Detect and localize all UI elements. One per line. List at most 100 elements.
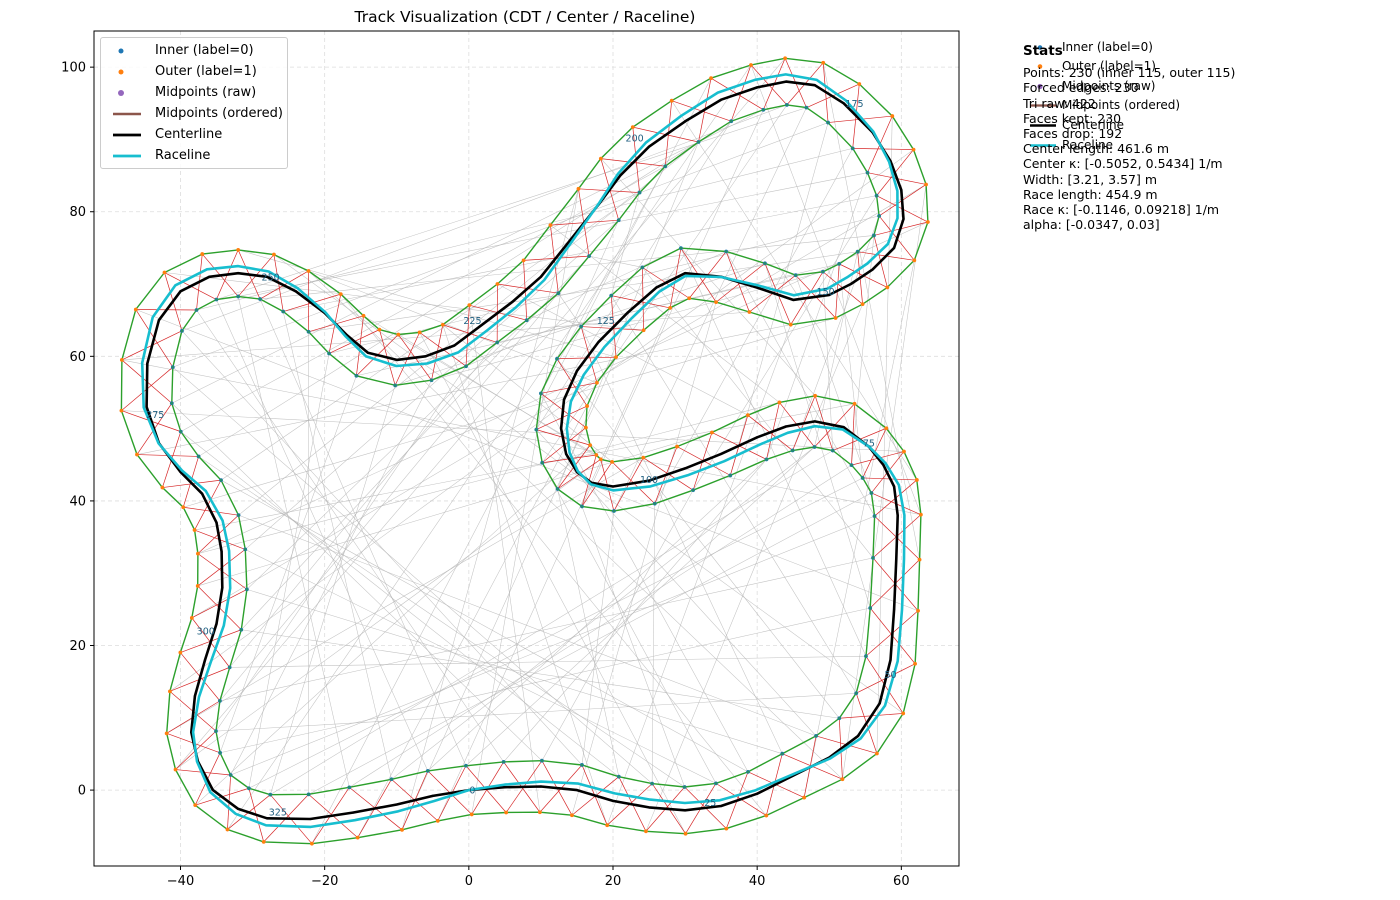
- inner-point-overlay: [258, 297, 262, 301]
- y-tick-label: 100: [61, 61, 86, 76]
- legend-outside-entry-outer: Outer (label=1): [1030, 57, 1250, 76]
- outer-point: [119, 408, 124, 413]
- inner-point-overlay: [464, 364, 468, 368]
- outer-point: [361, 313, 366, 318]
- cdt-edge: [822, 62, 920, 560]
- stat-faces-kept: Faces kept: 230: [1023, 110, 1122, 126]
- inner-point-overlay: [861, 476, 864, 480]
- outer-point: [749, 63, 753, 67]
- outer-point: [200, 252, 205, 256]
- inner-point-overlay: [327, 352, 331, 355]
- cdt-edge: [136, 324, 791, 455]
- cdt-edge: [401, 188, 579, 830]
- outer-point: [884, 426, 889, 431]
- cdt-edge: [363, 315, 597, 456]
- inner-point-overlay: [609, 294, 613, 297]
- cdt-edge: [792, 215, 880, 451]
- outer-point: [925, 220, 930, 224]
- inner-point-overlay: [525, 318, 529, 322]
- cdt-edge: [308, 270, 843, 780]
- inner-point-overlay: [814, 734, 818, 738]
- legend-outside-marker-inner: [1037, 45, 1043, 50]
- legend-entry-raceline: Raceline: [111, 146, 287, 166]
- cdt-edge: [442, 324, 613, 463]
- cdt-edge: [356, 263, 840, 377]
- track-index-label: 200: [626, 134, 644, 145]
- legend-outside-label-outer: Outer (label=1): [1062, 59, 1156, 73]
- track-index-label: 275: [146, 410, 164, 421]
- outer-point: [912, 258, 917, 263]
- track-index-label: 0: [469, 786, 475, 797]
- legend-entry-centerline: Centerline: [111, 125, 287, 145]
- cdt-edge: [238, 249, 617, 358]
- outer-point: [417, 330, 422, 335]
- cdt-edge: [229, 342, 498, 668]
- inner-point-overlay: [641, 266, 644, 269]
- legend-outside-label-centerline: Centerline: [1062, 118, 1125, 132]
- inner-point-overlay: [821, 270, 825, 274]
- inner-point-overlay: [218, 751, 222, 755]
- x-tick-label: −40: [167, 874, 194, 889]
- inner-point-overlay: [875, 194, 878, 197]
- outer-point: [595, 380, 599, 385]
- legend-marker-inner: [118, 48, 124, 54]
- track-index-label: 300: [197, 627, 215, 638]
- inner-point-overlay: [214, 729, 218, 733]
- outer-point: [874, 751, 879, 756]
- legend-label-midpoints-ordered: Midpoints (ordered): [155, 106, 283, 121]
- raceline: [140, 73, 906, 829]
- inner-point-overlay: [170, 401, 174, 405]
- outer-point: [272, 252, 276, 257]
- outer-point: [901, 711, 906, 716]
- inner-point-overlay: [837, 716, 841, 720]
- cdt-edge: [216, 107, 807, 300]
- inner-point-overlay: [580, 763, 584, 767]
- cdt-edge: [180, 431, 619, 777]
- outer-point: [918, 512, 923, 517]
- cdt-edge: [795, 275, 872, 494]
- outer-point: [745, 413, 750, 418]
- inner-point-overlay: [679, 246, 683, 250]
- inner-point-overlay: [587, 254, 591, 258]
- legend-outside-line-midpoints-ordered: [1030, 104, 1056, 107]
- outer-point: [173, 767, 178, 772]
- inner-point-overlay: [746, 770, 750, 774]
- cdt-edge: [541, 490, 694, 761]
- cdt-edge: [175, 58, 786, 770]
- stat-race-length: Race length: 454.9 m: [1023, 186, 1158, 202]
- outer-point: [605, 823, 610, 828]
- outer-point: [195, 584, 200, 588]
- outer-point: [537, 810, 542, 815]
- inner-point-overlay: [724, 250, 728, 253]
- inner-boundary-line: [171, 104, 880, 796]
- cdt-edge: [606, 324, 792, 826]
- inner-point-overlay: [729, 119, 733, 123]
- legend-entry-midpoints-raw: Midpoints (raw): [111, 83, 287, 103]
- outer-point: [261, 840, 266, 844]
- outer-point: [821, 60, 826, 65]
- inner-point-overlay: [228, 666, 231, 669]
- outer-point: [377, 327, 382, 332]
- inner-point-overlay: [729, 474, 732, 477]
- stats-title: Stats: [1023, 43, 1063, 59]
- cdt-edge: [671, 100, 918, 481]
- outer-point: [435, 818, 440, 823]
- cdt-edge: [391, 446, 815, 780]
- cdt-edge: [248, 477, 863, 789]
- inner-point-overlay: [763, 261, 767, 265]
- cdt-edge: [121, 410, 904, 452]
- cdt-edge: [540, 393, 749, 772]
- inner-point-overlay: [219, 478, 223, 482]
- inner-point-overlay: [236, 295, 240, 298]
- inner-point-overlay: [868, 606, 872, 610]
- inner-point-overlay: [355, 374, 358, 378]
- cdt-edge: [238, 514, 817, 737]
- cdt-edge: [556, 220, 619, 359]
- inner-point-overlay: [854, 691, 858, 695]
- outer-point: [710, 430, 714, 435]
- cdt-edge: [876, 116, 893, 754]
- inner-point-overlay: [197, 455, 200, 458]
- outer-point: [521, 258, 526, 263]
- cdt-edge: [230, 380, 432, 776]
- legend-outside-label-raceline: Raceline: [1062, 138, 1114, 152]
